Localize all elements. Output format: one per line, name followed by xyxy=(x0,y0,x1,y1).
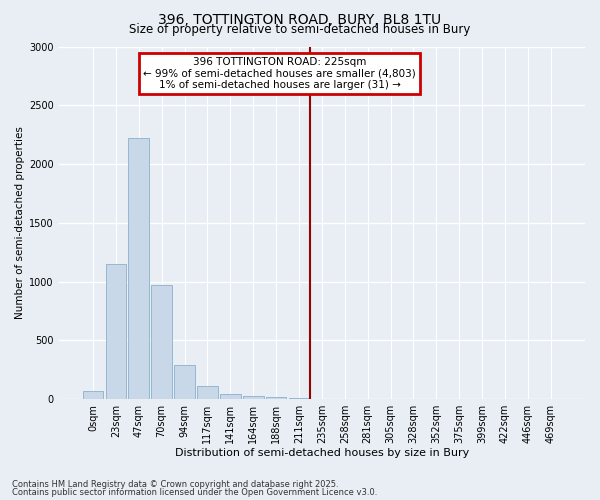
X-axis label: Distribution of semi-detached houses by size in Bury: Distribution of semi-detached houses by … xyxy=(175,448,469,458)
Bar xyxy=(151,284,172,399)
Y-axis label: Number of semi-detached properties: Number of semi-detached properties xyxy=(15,126,25,319)
Text: 396, TOTTINGTON ROAD, BURY, BL8 1TU: 396, TOTTINGTON ROAD, BURY, BL8 1TU xyxy=(158,12,442,26)
Text: Contains HM Land Registry data © Crown copyright and database right 2025.: Contains HM Land Registry data © Crown c… xyxy=(12,480,338,489)
Text: Contains public sector information licensed under the Open Government Licence v3: Contains public sector information licen… xyxy=(12,488,377,497)
Bar xyxy=(106,264,126,399)
Bar xyxy=(266,397,286,399)
Bar xyxy=(197,386,218,399)
Bar xyxy=(174,365,195,399)
Bar xyxy=(243,396,263,399)
Bar xyxy=(83,391,103,399)
Text: 396 TOTTINGTON ROAD: 225sqm
← 99% of semi-detached houses are smaller (4,803)
1%: 396 TOTTINGTON ROAD: 225sqm ← 99% of sem… xyxy=(143,57,416,90)
Text: Size of property relative to semi-detached houses in Bury: Size of property relative to semi-detach… xyxy=(130,22,470,36)
Bar xyxy=(289,398,309,399)
Bar xyxy=(220,394,241,399)
Bar xyxy=(128,138,149,399)
